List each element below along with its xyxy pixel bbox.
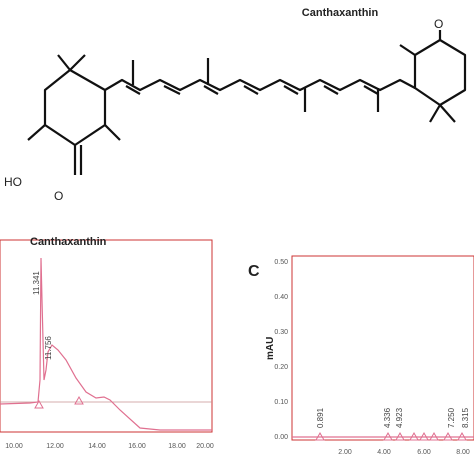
x-tick-labels: 10.00 12.00 14.00 16.00 18.00 20.00 bbox=[5, 443, 214, 450]
compound-name: Canthaxanthin bbox=[302, 7, 379, 19]
peak-label: 11.756 bbox=[44, 336, 53, 360]
x-tick-label: 12.00 bbox=[46, 443, 64, 450]
x-tick-label: 16.00 bbox=[128, 443, 146, 450]
plot-frame bbox=[291, 255, 474, 441]
structure: Canthaxanthin HO O O bbox=[4, 7, 467, 203]
y-tick-label: 0.10 bbox=[274, 399, 288, 406]
x-tick-label: 20.00 bbox=[196, 443, 214, 450]
panel-letter: C bbox=[248, 263, 260, 280]
x-tick-label: 10.00 bbox=[5, 443, 23, 450]
y-axis-title: mAU bbox=[265, 337, 276, 360]
x-tick-label: 2.00 bbox=[338, 449, 352, 456]
y-tick-label: 0.00 bbox=[274, 434, 288, 441]
peak-label: 11.341 bbox=[32, 271, 41, 295]
peak-marker bbox=[34, 395, 84, 409]
plot-frame bbox=[0, 239, 213, 433]
trace bbox=[0, 257, 212, 431]
y-tick-label: 0.30 bbox=[274, 329, 288, 336]
peak-label: 0.891 bbox=[316, 407, 325, 428]
x-tick-label: 4.00 bbox=[377, 449, 391, 456]
peak-label: 4.923 bbox=[395, 407, 404, 428]
x-tick-label: 14.00 bbox=[88, 443, 106, 450]
atom-label: O bbox=[434, 17, 443, 31]
peak-name: Canthaxanthin bbox=[30, 236, 107, 248]
chromatogram-c: C mAU 0.50 0.40 0.30 0.20 0.10 0.00 2.00 4.00 6… bbox=[248, 255, 474, 456]
atom-label: HO bbox=[4, 175, 22, 189]
y-tick-labels: 0.50 0.40 0.30 0.20 0.10 0.00 bbox=[274, 259, 288, 441]
peak-label: 8.315 bbox=[461, 407, 470, 428]
x-tick-label: 8.00 bbox=[456, 449, 470, 456]
peak-label: 7.250 bbox=[447, 407, 456, 428]
peak-marker bbox=[315, 431, 467, 441]
y-tick-label: 0.50 bbox=[274, 259, 288, 266]
peak-label: 4.336 bbox=[383, 407, 392, 428]
chromatogram-b: Canthaxanthin 11.341 11.756 10.00 12.00 14… bbox=[0, 236, 214, 450]
x-tick-label: 6.00 bbox=[417, 449, 431, 456]
peak-labels: 0.891 4.336 4.923 7.250 8.315 bbox=[316, 407, 470, 428]
y-tick-label: 0.20 bbox=[274, 364, 288, 371]
x-tick-label: 18.00 bbox=[168, 443, 186, 450]
atom-label: O bbox=[54, 189, 63, 203]
x-tick-labels: 2.00 4.00 6.00 8.00 bbox=[338, 449, 470, 456]
y-tick-label: 0.40 bbox=[274, 294, 288, 301]
